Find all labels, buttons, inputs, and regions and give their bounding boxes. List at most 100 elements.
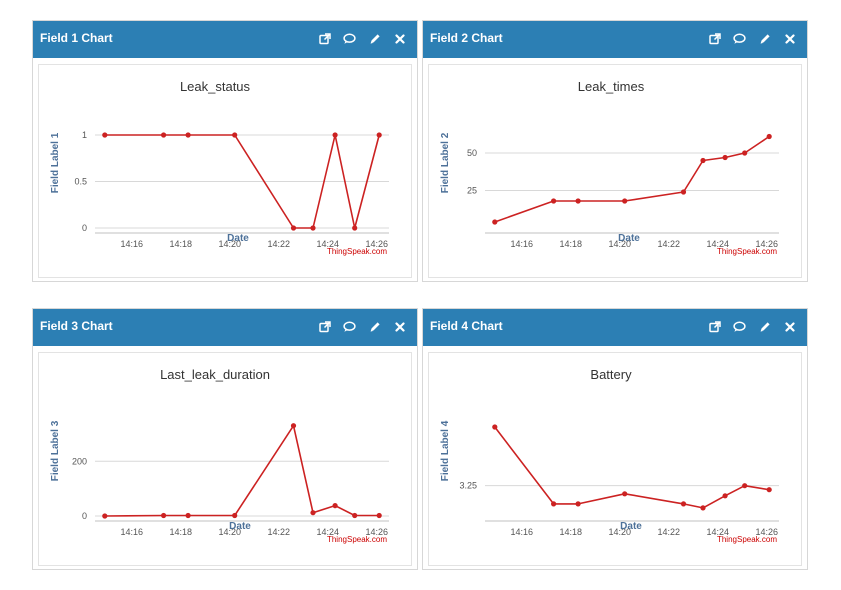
data-point[interactable] [575,501,581,507]
y-axis-title: Field Label 1 [50,132,61,193]
data-point[interactable] [352,225,358,231]
data-point[interactable] [161,512,167,519]
data-point[interactable] [376,132,382,138]
comment-icon[interactable] [730,29,749,48]
data-point[interactable] [102,513,108,519]
chart-frame: Leak_times 25 50 14:16 14:18 14:20 14:22 14:24… [428,64,802,278]
data-point[interactable] [232,132,238,138]
data-point[interactable] [622,491,628,497]
x-axis-title: Date [620,521,642,532]
line-chart: Leak_status 0 0.5 1 14:16 14:18 14:20 14:22 14:… [50,79,389,256]
data-point[interactable] [232,512,238,519]
thingspeak-credit-link[interactable]: ThingSpeak.com [327,247,387,256]
comment-icon[interactable] [340,317,359,336]
x-tick-label: 14:20 [218,239,241,249]
x-tick-label: 14:20 [608,527,631,537]
panel-toolbar [315,317,409,336]
line-chart: Last_leak_duration 0 200 14:16 14:18 14:20 14… [50,367,389,544]
x-tick-label: 14:18 [559,527,582,537]
data-point[interactable] [742,150,748,156]
pencil-icon[interactable] [365,29,384,48]
external-link-icon[interactable] [315,29,334,48]
data-point[interactable] [700,505,706,511]
x-tick-label: 14:24 [706,239,729,249]
data-point[interactable] [310,510,316,516]
external-link-icon[interactable] [705,29,724,48]
data-point[interactable] [722,493,728,499]
chart-frame: Last_leak_duration 0 200 14:16 14:18 14:20 14… [38,352,412,566]
x-tick-label: 14:20 [218,527,241,537]
chart-title: Leak_times [578,79,645,94]
close-icon[interactable] [780,317,799,336]
x-tick-label: 14:24 [706,527,729,537]
thingspeak-credit-link[interactable]: ThingSpeak.com [717,535,777,544]
chart-title: Last_leak_duration [160,367,270,382]
x-tick-label: 14:16 [510,527,533,537]
data-point[interactable] [680,189,687,195]
data-point[interactable] [352,512,358,519]
panel-header: Field 4 Chart [423,309,807,346]
pencil-icon[interactable] [365,317,384,336]
data-point[interactable] [742,483,748,489]
chart-frame: Battery 3.25 14:16 14:18 14:20 14:22 14:24 14:… [428,352,802,566]
panel-title: Field 3 Chart [40,319,113,333]
data-point[interactable] [575,198,581,204]
y-axis-title: Field Label 2 [440,132,451,193]
data-point[interactable] [185,512,191,519]
pencil-icon[interactable] [755,29,774,48]
data-point[interactable] [680,501,687,507]
x-tick-label: 14:22 [267,239,290,249]
x-tick-label: 14:18 [559,239,582,249]
pencil-icon[interactable] [755,317,774,336]
y-tick-label: 50 [467,148,477,158]
y-tick-label: 0 [82,511,87,521]
panel-header: Field 1 Chart [33,21,417,58]
panel-toolbar [705,317,799,336]
data-point[interactable] [310,225,316,231]
chart-frame: Leak_status 0 0.5 1 14:16 14:18 14:20 14:22 14:… [38,64,412,278]
close-icon[interactable] [780,29,799,48]
line-chart: Battery 3.25 14:16 14:18 14:20 14:22 14:24 14:… [440,367,779,544]
chart-title: Battery [590,367,632,382]
x-tick-label: 14:18 [169,527,192,537]
data-point[interactable] [185,132,191,138]
data-point[interactable] [332,132,338,138]
data-point[interactable] [700,157,706,164]
data-point[interactable] [332,503,338,509]
x-tick-label: 14:16 [510,239,533,249]
x-tick-label: 14:18 [169,239,192,249]
data-point[interactable] [290,225,297,231]
data-point[interactable] [376,512,382,519]
field-3-chart-panel: Field 3 Chart Last_leak_duration 0 200 14:… [32,308,418,570]
data-point[interactable] [492,424,498,430]
x-tick-label: 14:26 [365,239,388,249]
comment-icon[interactable] [730,317,749,336]
external-link-icon[interactable] [315,317,334,336]
data-point[interactable] [102,132,108,138]
data-point[interactable] [551,501,557,507]
x-tick-label: 14:24 [316,527,339,537]
data-point[interactable] [551,198,557,204]
data-point[interactable] [492,219,498,225]
data-point[interactable] [766,487,772,493]
field-2-chart-panel: Field 2 Chart Leak_times 25 50 14:16 14:18 1… [422,20,808,282]
close-icon[interactable] [390,29,409,48]
y-tick-label: 0 [82,223,87,233]
data-point[interactable] [290,423,297,429]
thingspeak-credit-link[interactable]: ThingSpeak.com [327,535,387,544]
panel-title: Field 4 Chart [430,319,503,333]
panel-header: Field 2 Chart [423,21,807,58]
close-icon[interactable] [390,317,409,336]
series-line [494,135,770,223]
panel-title: Field 1 Chart [40,31,113,45]
data-point[interactable] [622,198,628,204]
external-link-icon[interactable] [705,317,724,336]
data-point[interactable] [722,154,728,161]
x-tick-label: 14:22 [657,527,680,537]
data-point[interactable] [161,132,167,138]
data-point[interactable] [766,133,772,140]
comment-icon[interactable] [340,29,359,48]
thingspeak-credit-link[interactable]: ThingSpeak.com [717,247,777,256]
x-axis-title: Date [618,233,640,244]
y-tick-label: 1 [82,130,87,140]
